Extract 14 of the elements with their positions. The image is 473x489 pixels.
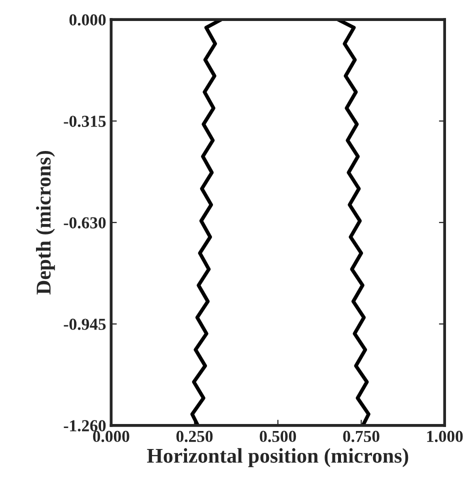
x-tick-label: 0.500 [260,430,296,442]
y-tick-label: 0.000 [69,14,106,26]
x-tick-label: 1.000 [427,430,463,442]
y-tick-label: -1.260 [64,420,106,432]
y-tick-label: -0.630 [64,217,106,229]
y-tick-label: -0.315 [64,116,106,128]
x-axis-title: Horizontal position (microns) [147,448,408,468]
line-series [190,20,224,426]
x-tick-label: 0.250 [176,430,213,442]
y-tick-label: -0.945 [64,318,106,330]
line-series [336,20,370,426]
x-tick-label: 0.750 [343,430,380,442]
x-tick-label: 0.000 [93,430,130,442]
y-axis-title: Depth (microns) [36,150,55,295]
